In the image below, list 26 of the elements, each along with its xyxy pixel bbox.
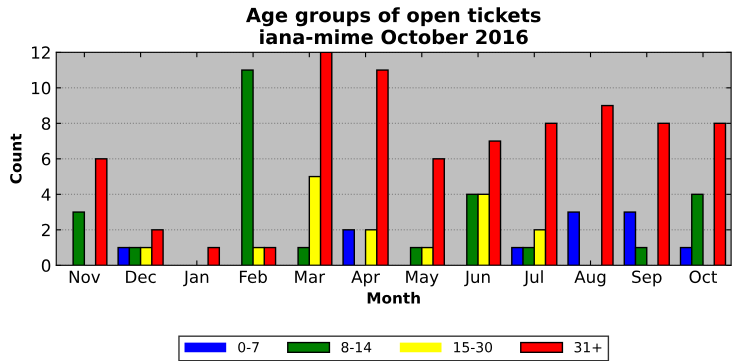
x-tick-label: Jul <box>523 270 543 286</box>
y-axis-title: Count <box>10 134 22 184</box>
y-tick-label: 4 <box>42 188 50 201</box>
x-tick-label: Feb <box>240 270 267 284</box>
x-tick-label: Jan <box>183 270 208 286</box>
x-tick-label: Sep <box>632 270 662 286</box>
y-tick-label: 0 <box>42 259 50 272</box>
x-tick-label: Dec <box>126 270 156 284</box>
legend-label: 31+ <box>574 342 602 352</box>
x-tick-label: Nov <box>70 270 100 284</box>
y-tick-label: 8 <box>42 117 50 130</box>
y-tick-label: 10 <box>32 82 50 94</box>
chart-title: Age groups of open tickets iana-mime October 2016 <box>246 7 541 44</box>
y-tick-label: 6 <box>42 152 50 166</box>
x-tick-label: Jun <box>464 270 490 286</box>
x-tick-label: Aug <box>574 270 606 286</box>
x-tick-label: Apr <box>351 270 380 286</box>
legend-label: 0-7 <box>238 342 259 352</box>
y-tick-label: 12 <box>32 46 50 59</box>
x-tick-label: Mar <box>295 270 326 284</box>
legend-label: 8-14 <box>341 342 372 352</box>
x-tick-label: Oct <box>690 270 718 284</box>
y-tick-label: 2 <box>42 224 50 236</box>
legend-label: 15-30 <box>454 342 492 352</box>
x-tick-label: May <box>406 270 439 286</box>
x-axis-title: Month <box>368 292 420 304</box>
